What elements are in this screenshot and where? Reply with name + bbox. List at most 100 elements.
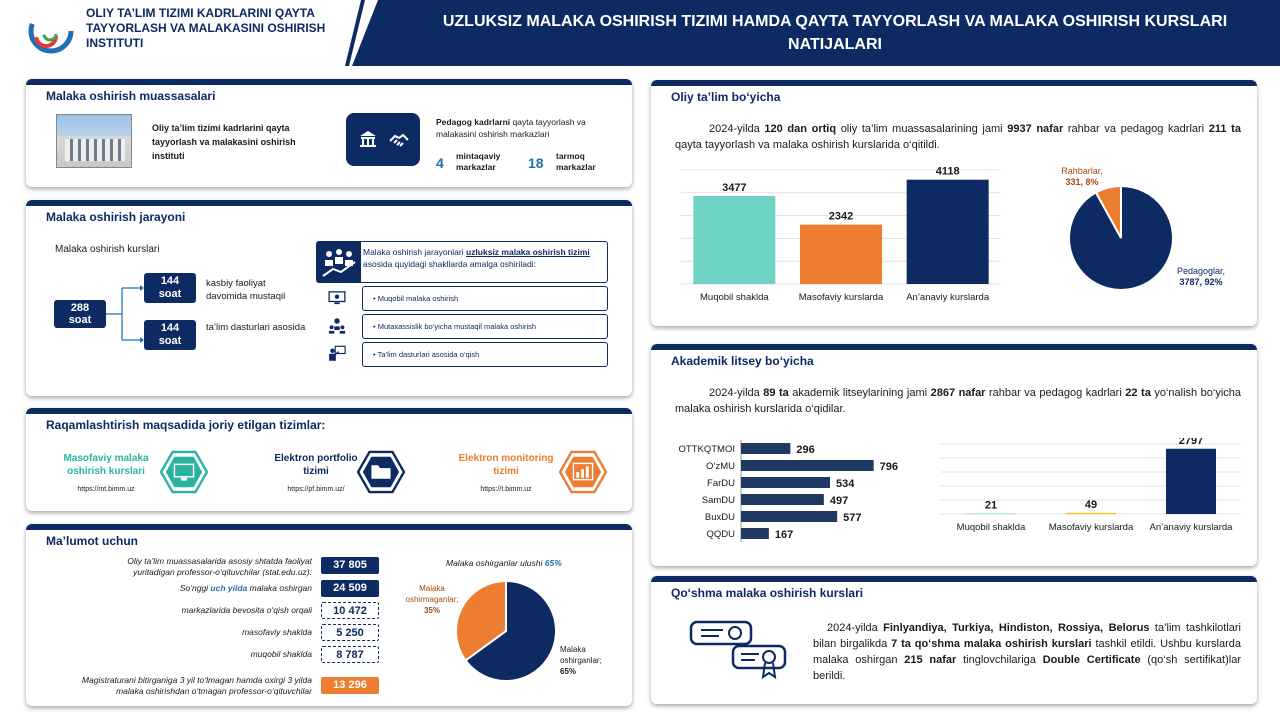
sector-count: 18	[528, 155, 544, 171]
system-name[interactable]: Masofaviy malaka oshirish kurslari	[63, 453, 149, 477]
pie-label-not: Malaka oshirmaganlar; 35%	[405, 584, 459, 615]
info-pie-title: Malaka oshirganlar ulushi 65%	[446, 558, 562, 568]
panel-top-bar	[26, 200, 632, 206]
institute-name: OLIY TA’LIM TIZIMI KADRLARINI QAYTA TAYY…	[86, 6, 326, 50]
total-hours-box: 288 soat	[54, 300, 106, 328]
joint-text: 2024-yilda Finlyandiya, Turkiya, Hindist…	[813, 622, 1242, 682]
data-label: 21	[985, 500, 997, 512]
tick-label: Masofaviy kurslarda	[1049, 522, 1134, 533]
higher-ed-pie-chart	[1068, 184, 1174, 291]
info-row-value: 10 472	[321, 602, 379, 619]
panel-title: Qo‘shma malaka oshirish kurslari	[671, 586, 864, 600]
specialist-icon	[328, 318, 346, 334]
academic-lyceum-panel: Akademik litsey bo‘yicha 2024-yilda 89 t…	[651, 344, 1257, 566]
info-row-value: 24 509	[321, 580, 379, 597]
tick-label: QQDU	[707, 529, 736, 540]
info-pie-chart	[455, 579, 557, 682]
system-url[interactable]: https://t.bimm.uz	[480, 486, 532, 493]
folder-icon[interactable]	[356, 450, 406, 494]
data-label: 296	[796, 444, 814, 456]
institutions-panel: Malaka oshirish muassasalari Oliy ta’lim…	[26, 79, 632, 187]
info-row-label: Magistraturani bitirganiga 3 yil to‘lmag…	[81, 675, 312, 696]
pie-slice	[455, 579, 507, 662]
info-panel: Ma’lumot uchun Oliy ta’lim muassasalarid…	[26, 524, 632, 706]
part1-hours-value: 144	[160, 275, 180, 287]
tick-label: OTTKQTMOI	[679, 444, 735, 455]
tick-label: O‘zMU	[706, 461, 735, 472]
part2-hours-unit: soat	[158, 335, 182, 347]
lyceum-horizontal-bar-chart: OTTKQTMOI 296 O‘zMU 796 FarDU 534 SamDU 497 BuxD…	[679, 440, 898, 542]
data-label: 2797	[1179, 438, 1203, 447]
page-title: UZLUKSIZ MALAKA OSHIRISH TIZIMI HAMDA QA…	[442, 13, 1228, 53]
tick-label: An’anaviy kurslarda	[906, 292, 990, 303]
data-label: 534	[836, 478, 855, 490]
data-label: 2342	[829, 211, 853, 223]
bar	[800, 224, 882, 284]
tick-label: An’anaviy kurslarda	[1150, 522, 1234, 533]
total-hours-unit: soat	[68, 314, 92, 326]
building-photo	[56, 114, 132, 168]
info-row-value: 13 296	[321, 677, 379, 694]
part2-hours-box: 144 soat	[144, 320, 196, 350]
certificate-icon	[689, 620, 787, 680]
joint-courses-panel: Qo‘shma malaka oshirish kurslari 2024-yi…	[651, 576, 1257, 704]
regional-count: 4	[436, 155, 444, 171]
monitor-icon[interactable]	[159, 450, 209, 494]
process-intro-box: Malaka oshirish jarayonlari uzluksiz mal…	[316, 241, 608, 283]
teaching-icon	[329, 345, 346, 361]
handshake-icon	[389, 133, 409, 147]
bar	[741, 460, 874, 471]
system-url[interactable]: https://pf.bimm.uz/	[287, 486, 345, 493]
process-intro-text: Malaka oshirish jarayonlari uzluksiz mal…	[363, 247, 590, 269]
bar	[741, 443, 791, 454]
institute-logo	[28, 8, 74, 54]
part2-label: ta’lim dasturlari asosida	[206, 322, 306, 333]
bar	[741, 511, 838, 522]
panel-title: Oliy ta’lim bo‘yicha	[671, 90, 781, 104]
info-row-value: 37 805	[321, 557, 379, 574]
panel-title: Malaka oshirish muassasalari	[46, 89, 216, 103]
process-connector	[106, 285, 144, 343]
info-row-label: masofaviy shaklda	[242, 627, 312, 637]
panel-top-bar	[26, 524, 632, 530]
higher-ed-panel: Oliy ta’lim bo‘yicha 2024-yilda 120 dan …	[651, 80, 1257, 326]
bar	[741, 477, 830, 488]
info-row-value: 5 250	[321, 624, 379, 641]
data-label: 4118	[936, 166, 960, 178]
data-label: 167	[775, 529, 793, 541]
bar	[741, 494, 824, 505]
bar	[693, 195, 776, 284]
system-name[interactable]: Elektron monitoring tizimi	[458, 453, 554, 477]
process-panel: Malaka oshirish jarayoni Malaka oshirish…	[26, 200, 632, 396]
system-name[interactable]: Elektron portfolio tizimi	[274, 453, 358, 477]
pie-slice	[464, 579, 557, 682]
higher-ed-bar-chart: 3477 Muqobil shaklda 2342 Masofaviy kurslar…	[681, 166, 1001, 303]
part2-hours-value: 144	[160, 322, 180, 334]
part1-hours-box: 144 soat	[144, 273, 196, 303]
panel-top-bar	[651, 576, 1257, 582]
pie-label-leaders: Rahbarlar, 331, 8%	[1061, 166, 1103, 187]
team-growth-icon-box	[317, 242, 361, 282]
monitor-small-icon	[328, 291, 346, 305]
system-url[interactable]: https://mt.bimm.uz	[77, 486, 135, 493]
tick-label: SamDU	[702, 495, 735, 506]
centers-description: Pedagog kadrlarni qayta tayyorlash va ma…	[436, 117, 586, 139]
part1-hours-unit: soat	[158, 288, 182, 300]
info-row-value: 8 787	[321, 646, 379, 663]
chart-icon[interactable]	[558, 450, 608, 494]
institute-label: Oliy ta’lim tizimi kadrlarini qayta tayy…	[152, 123, 296, 161]
building-icon	[360, 131, 376, 147]
panel-top-bar	[26, 408, 632, 414]
info-row-label: muqobil shaklda	[250, 649, 312, 659]
data-label: 796	[880, 461, 898, 473]
info-row-label: So‘nggi uch yilda malaka oshirgan	[179, 583, 312, 593]
academic-text: 2024-yilda 89 ta akademik litseylarining…	[675, 387, 1241, 415]
panel-title: Ma’lumot uchun	[46, 534, 138, 548]
header-band	[352, 0, 1280, 66]
data-label: 49	[1085, 499, 1097, 511]
courses-label: Malaka oshirish kurslari	[55, 244, 160, 255]
panel-title: Raqamlashtirish maqsadida joriy etilgan …	[46, 418, 326, 432]
panel-top-bar	[651, 344, 1257, 350]
data-label: 3477	[722, 182, 746, 194]
pie-label-pedagogues: Pedagoglar, 3787, 92%	[1176, 266, 1226, 287]
